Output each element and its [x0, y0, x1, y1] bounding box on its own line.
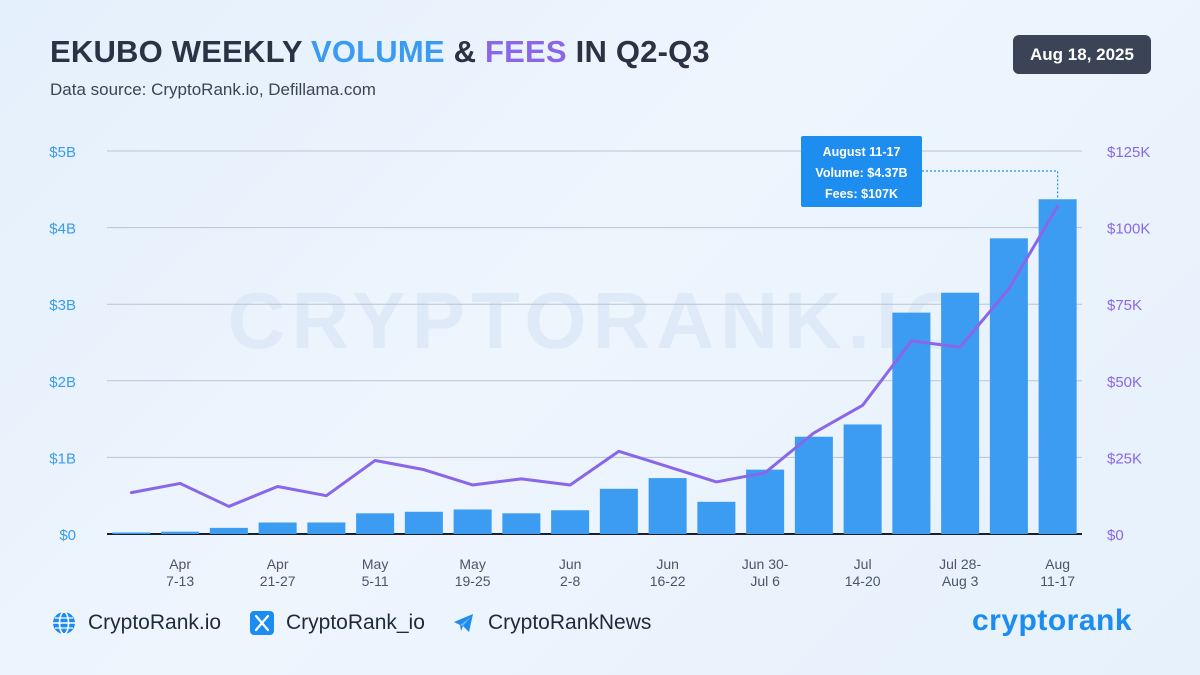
volume-bar	[697, 501, 736, 534]
tooltip: August 11-17 Volume: $4.37B Fees: $107K	[801, 136, 1059, 207]
chart-subtitle: Data source: CryptoRank.io, Defillama.co…	[50, 80, 376, 99]
volume-bar	[989, 238, 1028, 534]
left-axis: $0 $1B $2B $3B $4B $5B	[49, 144, 76, 544]
volume-bar	[307, 522, 346, 534]
x-tick-label: Aug 11-17	[1040, 556, 1075, 589]
watermark-text: CRYPTORANK.IO	[228, 276, 973, 365]
footer-telegram-label: CryptoRankNews	[488, 611, 652, 634]
right-tick-label: $25K	[1107, 450, 1142, 467]
footer-telegram[interactable]: CryptoRankNews	[452, 611, 651, 635]
x-tick-label: May 5-11	[362, 556, 389, 589]
tooltip-line: August 11-17	[823, 145, 901, 159]
volume-bar	[746, 469, 785, 534]
x-tick-label: Jul 14-20	[845, 556, 881, 589]
title-part-fees: FEES	[485, 34, 567, 69]
volume-bar	[502, 513, 541, 534]
tooltip-line: Fees: $107K	[825, 187, 898, 201]
left-tick-label: $1B	[49, 450, 76, 467]
x-tick-label: Jul 28-Aug 3	[939, 556, 981, 589]
volume-bar	[843, 424, 882, 534]
volume-bar	[209, 527, 248, 534]
x-tick-label: Jun 2-8	[559, 556, 582, 589]
x-axis: Apr 7-13 Apr 21-27 May 5-11 May 19-25 Jun 2-8 Jun 1…	[166, 556, 1075, 589]
title-part-plain: &	[444, 34, 486, 69]
tooltip-line: Volume: $4.37B	[815, 166, 907, 180]
cryptorank-logo: cryptorank	[972, 604, 1133, 637]
volume-bar	[648, 478, 687, 534]
footer-x[interactable]: CryptoRank_io	[250, 611, 425, 635]
title-part-volume: VOLUME	[310, 34, 445, 69]
footer-x-label: CryptoRank_io	[286, 611, 425, 634]
chart-title: EKUBO WEEKLY VOLUME & FEES IN Q2-Q3	[50, 34, 710, 70]
volume-bar	[161, 531, 200, 534]
volume-bar	[599, 488, 638, 534]
volume-bars	[112, 199, 1077, 534]
fees-line-group	[129, 204, 1060, 508]
volume-bar	[551, 510, 590, 534]
title-part-plain: IN Q2-Q3	[566, 34, 710, 69]
right-tick-label: $100K	[1107, 221, 1150, 238]
volume-bar	[1038, 199, 1077, 534]
volume-bar	[404, 511, 443, 534]
footer-website-label: CryptoRank.io	[88, 611, 222, 634]
volume-bar	[258, 522, 297, 534]
title-part-plain: EKUBO WEEKLY	[50, 34, 311, 69]
x-tick-label: May 19-25	[455, 556, 491, 589]
volume-bar	[794, 436, 833, 534]
right-tick-label: $0	[1107, 527, 1124, 544]
x-logo-icon	[250, 611, 274, 635]
x-tick-label: Jun 30-Jul 6	[742, 556, 789, 589]
telegram-icon	[454, 614, 473, 632]
left-tick-label: $4B	[49, 221, 76, 238]
left-tick-label: $0	[59, 527, 76, 544]
volume-bar	[112, 532, 151, 534]
globe-icon	[53, 611, 75, 635]
right-tick-label: $50K	[1107, 374, 1142, 391]
volume-bar	[453, 509, 492, 534]
volume-bar	[892, 312, 931, 534]
date-badge: Aug 18, 2025	[1013, 35, 1151, 74]
right-tick-label: $75K	[1107, 297, 1142, 314]
right-tick-label: $125K	[1107, 144, 1150, 161]
left-tick-label: $5B	[49, 144, 76, 161]
footer-website[interactable]: CryptoRank.io	[52, 611, 221, 635]
left-tick-label: $3B	[49, 297, 76, 314]
x-tick-label: Apr 7-13	[166, 556, 194, 589]
fees-line	[129, 204, 1060, 508]
x-tick-label: Jun 16-22	[650, 556, 686, 589]
tooltip-box	[801, 136, 922, 207]
left-tick-label: $2B	[49, 374, 76, 391]
right-axis: $0 $25K $50K $75K $100K $125K	[1107, 144, 1150, 544]
x-tick-label: Apr 21-27	[260, 556, 296, 589]
volume-bar	[356, 513, 395, 534]
tooltip-connector	[922, 170, 1059, 200]
